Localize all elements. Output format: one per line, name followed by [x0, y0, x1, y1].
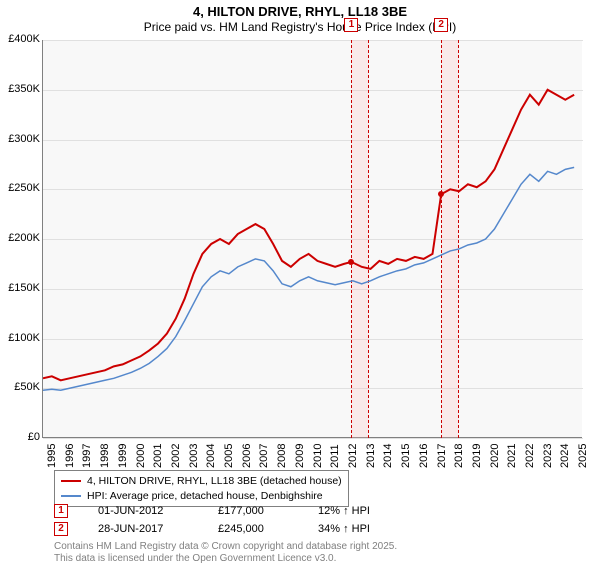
plot-area: 12: [42, 40, 582, 438]
x-axis-label: 1998: [99, 444, 111, 468]
annotation-date: 01-JUN-2012: [98, 505, 188, 517]
x-axis-label: 2012: [347, 444, 359, 468]
legend: 4, HILTON DRIVE, RHYL, LL18 3BE (detache…: [54, 470, 349, 507]
annotation-row-1: 1 01-JUN-2012 £177,000 12% ↑ HPI: [54, 504, 370, 518]
x-axis-label: 2008: [276, 444, 288, 468]
x-axis-label: 2018: [453, 444, 465, 468]
x-axis-label: 2011: [329, 444, 341, 468]
annotation-date: 28-JUN-2017: [98, 523, 188, 535]
x-axis-label: 2025: [577, 444, 589, 468]
annotation-price: £245,000: [218, 523, 288, 535]
x-axis-label: 2007: [258, 444, 270, 468]
x-axis-label: 2022: [524, 444, 536, 468]
annotation-marker-1: 1: [54, 504, 68, 518]
y-axis-label: £50K: [0, 381, 40, 393]
legend-swatch: [61, 495, 81, 497]
x-axis-label: 2019: [471, 444, 483, 468]
line-series-svg: [43, 40, 583, 438]
x-axis-label: 2009: [294, 444, 306, 468]
footer-licence: This data is licensed under the Open Gov…: [54, 552, 336, 565]
x-axis-label: 2021: [506, 444, 518, 468]
x-axis-label: 2023: [542, 444, 554, 468]
annotation-delta: 34% ↑ HPI: [318, 523, 370, 535]
chart-subtitle: Price paid vs. HM Land Registry's House …: [0, 20, 600, 34]
y-axis-label: £400K: [0, 33, 40, 45]
x-axis-label: 1999: [117, 444, 129, 468]
x-axis-label: 2015: [400, 444, 412, 468]
x-axis-label: 2001: [152, 444, 164, 468]
band-marker-1: 1: [344, 18, 358, 32]
x-axis-label: 2000: [135, 444, 147, 468]
series-line: [43, 90, 574, 381]
annotation-delta: 12% ↑ HPI: [318, 505, 370, 517]
legend-swatch: [61, 480, 81, 482]
x-axis-label: 2010: [312, 444, 324, 468]
band-marker-2: 2: [434, 18, 448, 32]
y-axis-label: £0: [0, 431, 40, 443]
x-axis-label: 2020: [489, 444, 501, 468]
legend-label: 4, HILTON DRIVE, RHYL, LL18 3BE (detache…: [87, 474, 342, 489]
x-axis-label: 2017: [436, 444, 448, 468]
x-axis-label: 2003: [188, 444, 200, 468]
x-axis-label: 1995: [46, 444, 58, 468]
legend-label: HPI: Average price, detached house, Denb…: [87, 489, 323, 504]
x-axis-label: 2024: [559, 444, 571, 468]
x-axis-label: 2006: [241, 444, 253, 468]
x-axis-label: 2016: [418, 444, 430, 468]
y-axis-label: £300K: [0, 133, 40, 145]
y-axis-label: £200K: [0, 232, 40, 244]
y-axis-label: £150K: [0, 282, 40, 294]
x-axis-label: 2014: [382, 444, 394, 468]
x-axis-label: 2005: [223, 444, 235, 468]
y-axis-label: £250K: [0, 182, 40, 194]
x-axis-label: 2002: [170, 444, 182, 468]
y-axis-label: £100K: [0, 332, 40, 344]
series-line: [43, 167, 574, 390]
legend-item: 4, HILTON DRIVE, RHYL, LL18 3BE (detache…: [61, 474, 342, 489]
x-axis-label: 2013: [365, 444, 377, 468]
y-axis-label: £350K: [0, 83, 40, 95]
chart-title: 4, HILTON DRIVE, RHYL, LL18 3BE: [0, 4, 600, 19]
annotation-price: £177,000: [218, 505, 288, 517]
x-axis-label: 1996: [64, 444, 76, 468]
x-axis-label: 1997: [81, 444, 93, 468]
x-axis-label: 2004: [205, 444, 217, 468]
legend-item: HPI: Average price, detached house, Denb…: [61, 489, 342, 504]
annotation-row-2: 2 28-JUN-2017 £245,000 34% ↑ HPI: [54, 522, 370, 536]
annotation-marker-2: 2: [54, 522, 68, 536]
